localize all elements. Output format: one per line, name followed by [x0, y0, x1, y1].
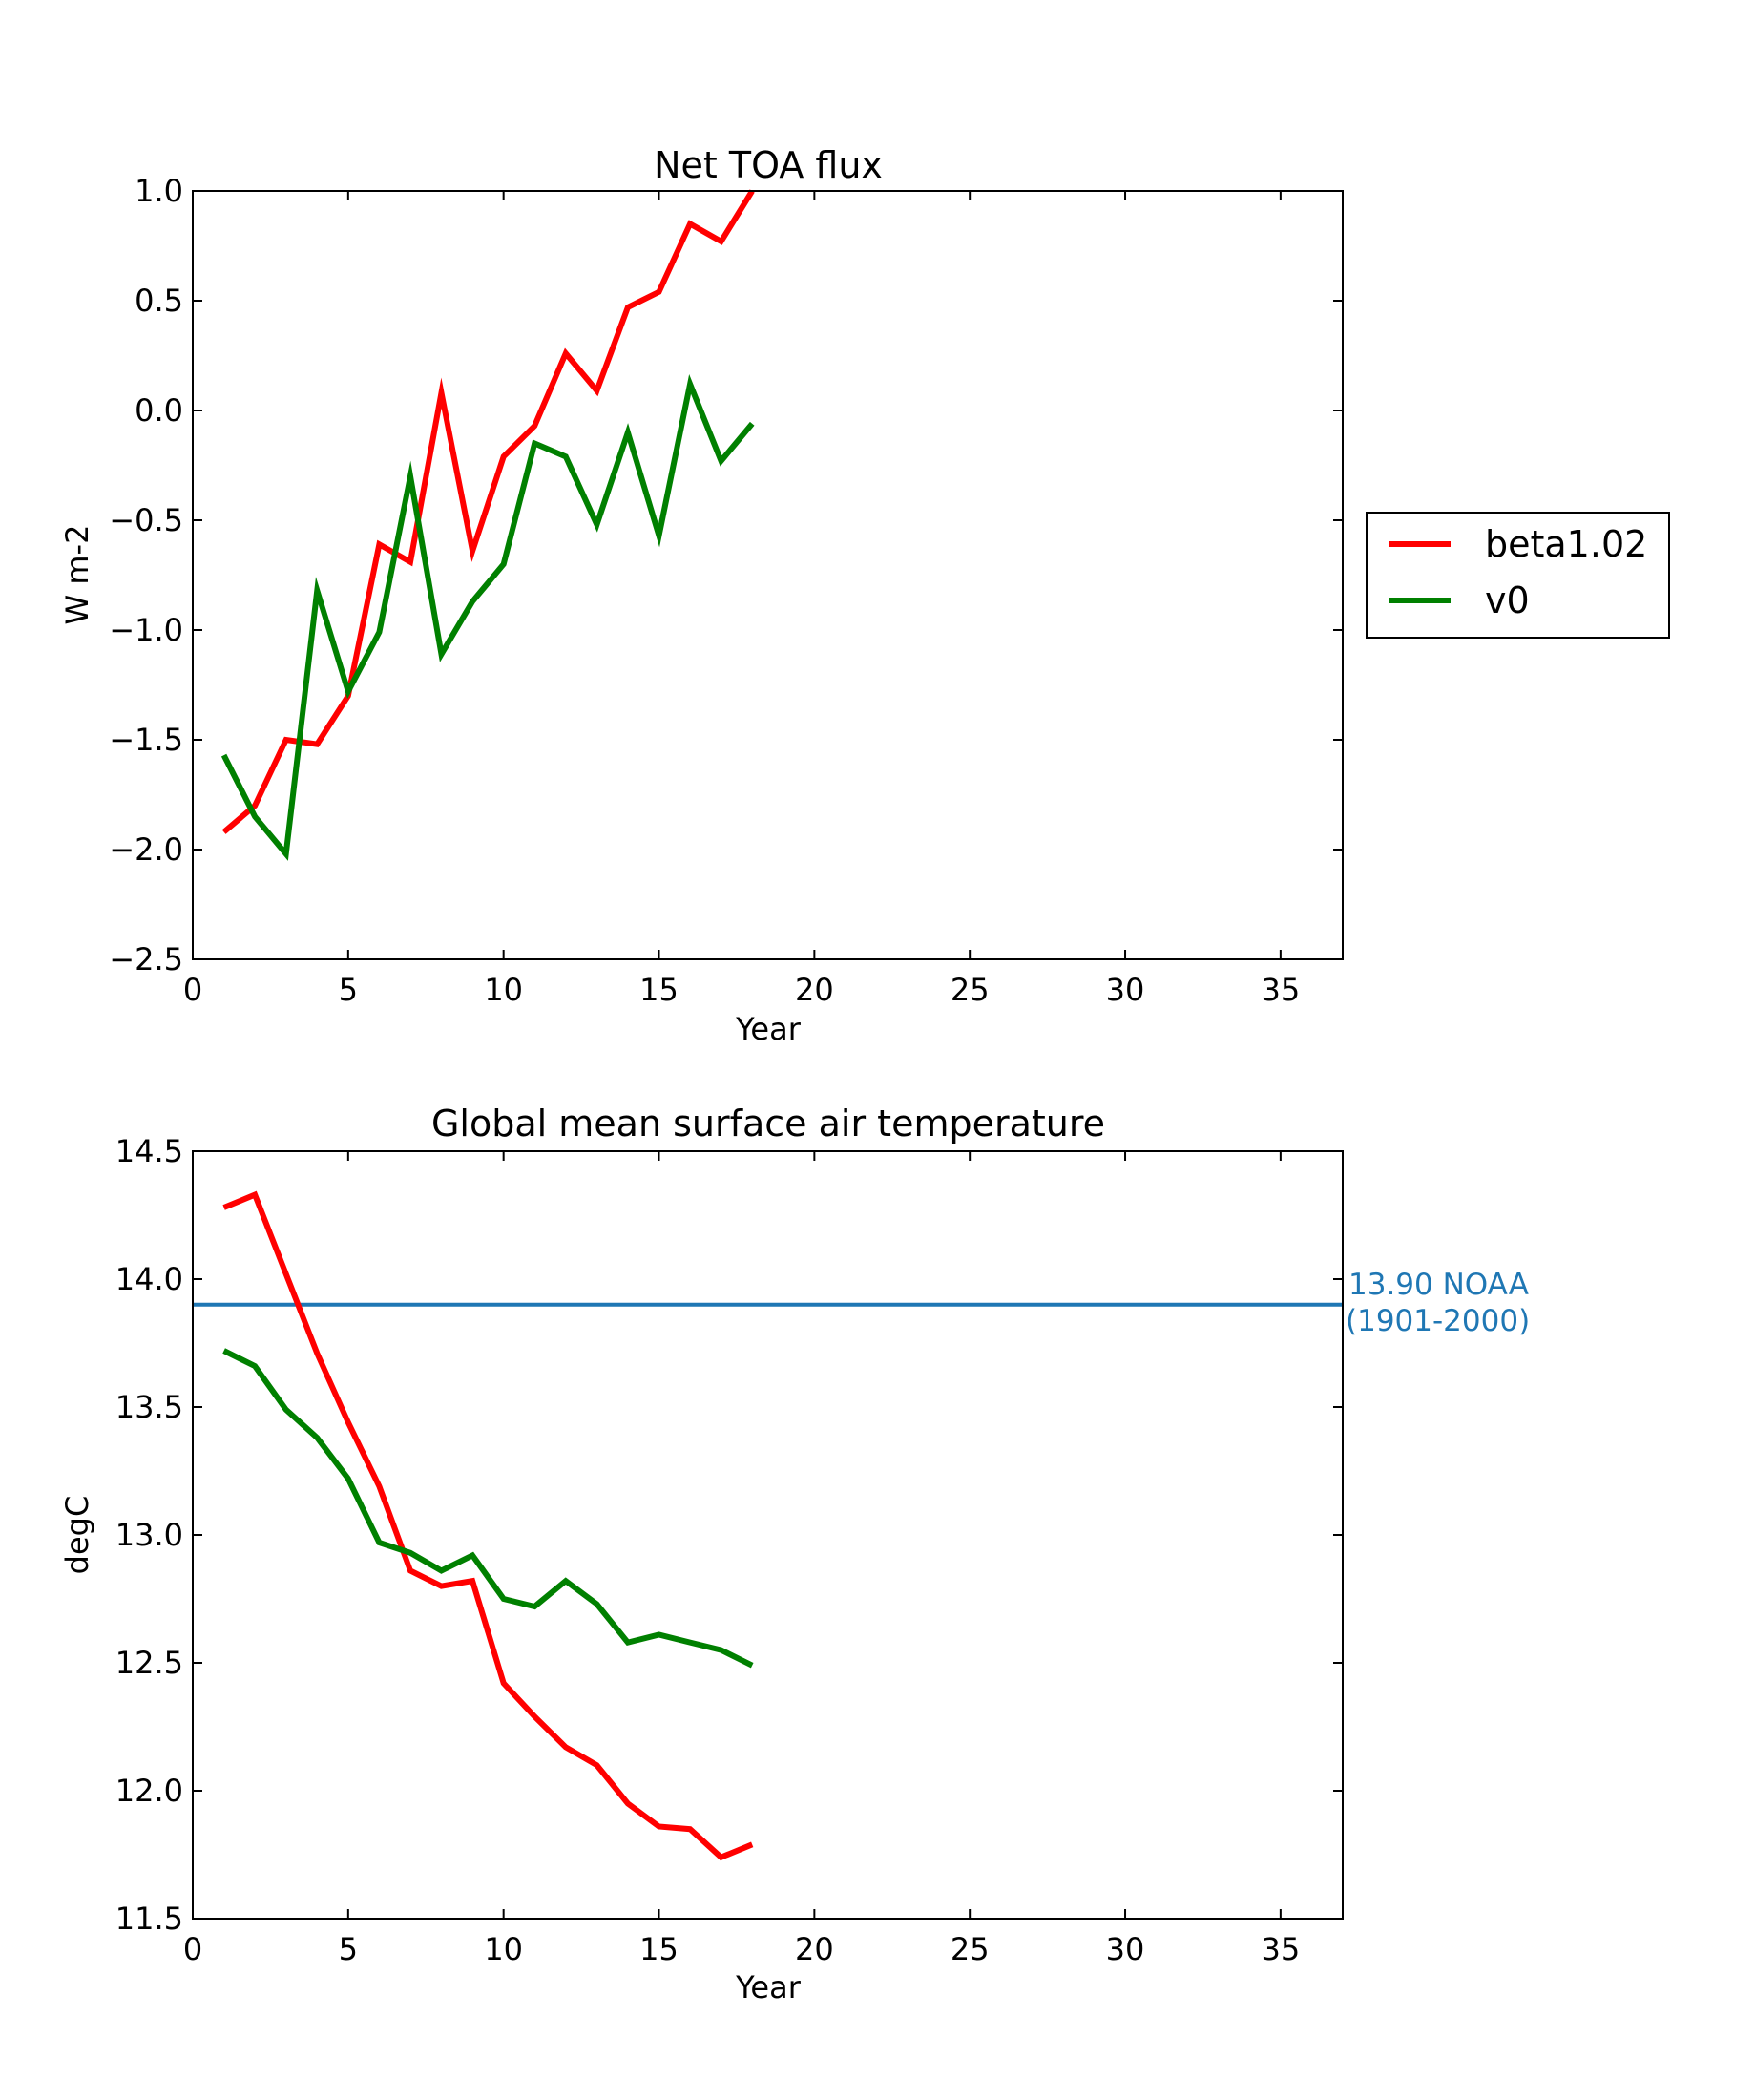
plot-frame: [192, 190, 1344, 960]
y-tick-label: 0.5: [135, 283, 183, 319]
tick-layer: 0 5 10 15 20 25 30 35 −2.5 −2.0 −1.5 −1.0 −0.5 0.0 0.5…: [109, 173, 1343, 1008]
y-tick-label: −1.5: [109, 722, 183, 758]
legend: beta1.02 v0: [1366, 512, 1670, 639]
x-tick-label: 30: [1106, 972, 1145, 1008]
reference-line-label: 13.90 NOAA: [1348, 1268, 1529, 1302]
x-tick-label: 35: [1262, 972, 1301, 1008]
y-tick-label: −2.5: [109, 941, 183, 977]
series-line-v0: [220, 374, 755, 861]
y-tick-label: 12.5: [115, 1645, 183, 1681]
x-tick-label: 15: [639, 1931, 679, 1967]
chart-title: Global mean surface air temperature: [431, 1102, 1105, 1144]
x-tick-label: 5: [339, 1931, 358, 1967]
x-tick-label: 0: [183, 972, 202, 1008]
y-tick-label: −1.0: [109, 612, 183, 648]
reference-line-label-period: (1901-2000): [1346, 1304, 1530, 1338]
chart-title: Net TOA flux: [654, 144, 883, 186]
x-tick-label: 25: [951, 1931, 990, 1967]
y-tick-label: 13.5: [115, 1389, 183, 1425]
x-tick-label: 10: [484, 972, 523, 1008]
x-tick-label: 30: [1106, 1931, 1145, 1967]
x-axis-label: Year: [735, 1969, 802, 2006]
series-layer: [193, 1190, 1343, 1861]
y-tick-label: 0.0: [135, 392, 183, 429]
y-axis-label: degC: [59, 1496, 95, 1575]
x-tick-label: 0: [183, 1931, 202, 1967]
y-tick-label: 1.0: [135, 173, 183, 209]
x-tick-label: 10: [484, 1931, 523, 1967]
global-mean-temperature-chart: Global mean surface air temperature 0 5 10…: [59, 1102, 1530, 2006]
y-tick-label: −0.5: [109, 502, 183, 538]
y-tick-label: 12.0: [115, 1773, 183, 1809]
y-tick-label: −2.0: [109, 831, 183, 868]
legend-frame: [1366, 512, 1670, 639]
x-axis-label: Year: [735, 1011, 802, 1047]
legend-label-beta1-02: beta1.02: [1485, 523, 1647, 565]
x-tick-label: 20: [795, 1931, 834, 1967]
net-toa-flux-chart: Net TOA flux 0 5 10 15 20 25 30 35 −2.5 −2.0 −1.5 −…: [59, 144, 1344, 1047]
series-layer: [220, 189, 755, 861]
tick-layer: 0 5 10 15 20 25 30 35 11.5 12.0 12.5 13.0 13.5 14.0 14…: [115, 1133, 1343, 1967]
legend-label-v0: v0: [1485, 579, 1530, 621]
y-axis-label: W m-2: [59, 525, 95, 625]
y-tick-label: 13.0: [115, 1517, 183, 1553]
y-tick-label: 14.0: [115, 1261, 183, 1297]
x-tick-label: 15: [639, 972, 679, 1008]
x-tick-label: 20: [795, 972, 834, 1008]
series-line-beta1-02: [221, 189, 755, 834]
series-line-v0: [222, 1348, 754, 1669]
x-tick-label: 25: [951, 972, 990, 1008]
y-tick-label: 11.5: [115, 1900, 183, 1937]
x-tick-label: 35: [1262, 1931, 1301, 1967]
series-line-beta1-02: [222, 1190, 754, 1861]
y-tick-label: 14.5: [115, 1133, 183, 1169]
x-tick-label: 5: [339, 972, 358, 1008]
